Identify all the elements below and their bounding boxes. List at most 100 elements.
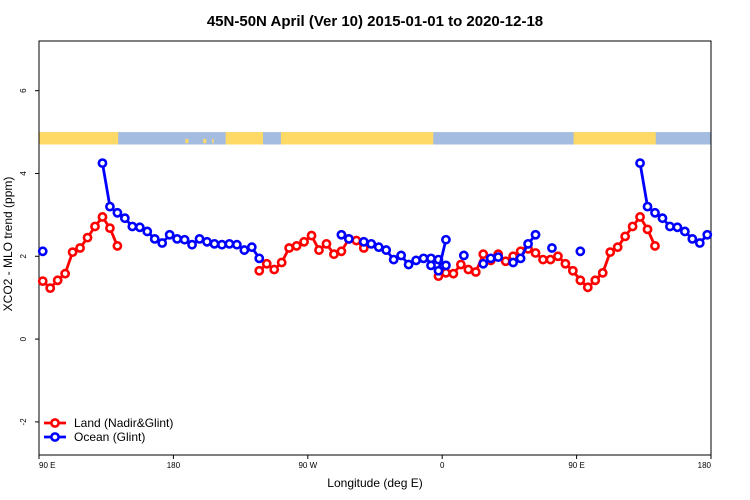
data-point [590, 275, 601, 286]
data-point [575, 275, 586, 286]
data-point [694, 238, 705, 248]
data-point [381, 245, 392, 255]
y-tick-label: 0 [19, 336, 28, 341]
data-point [470, 267, 481, 277]
data-point [538, 254, 548, 265]
data-point [687, 233, 698, 244]
data-point [239, 245, 250, 255]
data-point [433, 265, 444, 276]
data-point [547, 243, 557, 253]
x-tick-label: 90 E [39, 461, 55, 470]
data-point [105, 223, 115, 234]
data-point [441, 234, 451, 245]
data-point [530, 248, 541, 258]
island-mark [372, 138, 378, 144]
data-point [336, 246, 347, 257]
land-band [280, 132, 434, 145]
data-point [388, 254, 399, 265]
data-point [284, 243, 295, 253]
data-point [149, 233, 160, 244]
data-point [426, 260, 436, 271]
data-point [478, 249, 489, 260]
plot-frame [38, 40, 712, 456]
data-point [172, 233, 183, 244]
data-point [620, 231, 631, 242]
data-point [672, 222, 683, 233]
data-point [112, 241, 123, 251]
legend-marker [50, 418, 60, 428]
data-point [657, 213, 668, 224]
data-point [254, 265, 265, 276]
data-point [209, 238, 220, 249]
data-point [582, 282, 593, 293]
data-point [105, 201, 115, 212]
data-point [508, 257, 519, 268]
data-point [276, 257, 287, 268]
data-point [321, 238, 332, 249]
data-point [493, 252, 504, 263]
data-point [441, 260, 451, 271]
data-point [597, 267, 608, 278]
data-point [642, 224, 653, 235]
data-point [157, 238, 168, 248]
data-point [336, 229, 347, 240]
data-point [269, 264, 280, 275]
x-tick-label: 90 W [298, 461, 317, 470]
data-point [314, 245, 324, 255]
series-line [437, 215, 657, 289]
data-point [194, 233, 205, 244]
x-tick-label: 180 [698, 461, 712, 470]
data-point [627, 221, 638, 232]
data-point [37, 246, 48, 257]
data-point [202, 236, 212, 247]
data-point [351, 235, 362, 246]
y-tick-label: -2 [19, 418, 28, 426]
data-point [97, 212, 108, 222]
legend: Land (Nadir&Glint)Ocean (Glint) [44, 416, 173, 444]
chart-title: 45N-50N April (Ver 10) 2015-01-01 to 202… [207, 13, 543, 30]
data-point [553, 251, 563, 262]
legend-marker [50, 432, 60, 442]
data-point [448, 268, 459, 279]
series-ocean [37, 158, 713, 276]
y-tick-label: 6 [19, 88, 28, 93]
data-point [575, 246, 586, 257]
data-point [134, 222, 145, 233]
data-point [515, 253, 526, 264]
data-point [358, 236, 369, 247]
data-point [224, 238, 235, 249]
data-point [500, 256, 511, 267]
island-mark [231, 138, 237, 144]
y-axis-label: XCO2 - MLO trend (ppm) [1, 177, 15, 312]
data-point [567, 265, 578, 276]
axes [38, 40, 712, 456]
data-point [478, 258, 489, 269]
data-point [60, 268, 71, 279]
data-point [127, 221, 138, 232]
x-tick-label: 90 E [568, 461, 584, 470]
data-point [45, 283, 56, 294]
land-band [39, 132, 119, 145]
data-point [650, 241, 660, 251]
x-axis-label: Longitude (deg E) [327, 476, 422, 490]
y-tick-label: 2 [19, 254, 28, 259]
data-point [231, 239, 242, 250]
island-mark [379, 138, 386, 144]
data-point [366, 238, 377, 249]
data-point [75, 243, 85, 253]
land-band [225, 132, 263, 145]
data-point [679, 226, 690, 237]
data-point [635, 158, 645, 169]
data-point [254, 253, 265, 264]
data-point [246, 242, 257, 253]
x-tick-label: 0 [440, 461, 445, 470]
tick-labels: 90 E 180 90 W 0 90 E 180 -2 0 2 4 6 [19, 88, 712, 470]
data-point [343, 233, 354, 244]
data-point [97, 158, 108, 169]
data-point [82, 232, 93, 243]
data-point [411, 255, 421, 266]
plot-area [37, 158, 713, 294]
data-point [396, 250, 407, 261]
data-point [112, 207, 123, 218]
data-point [179, 234, 190, 245]
